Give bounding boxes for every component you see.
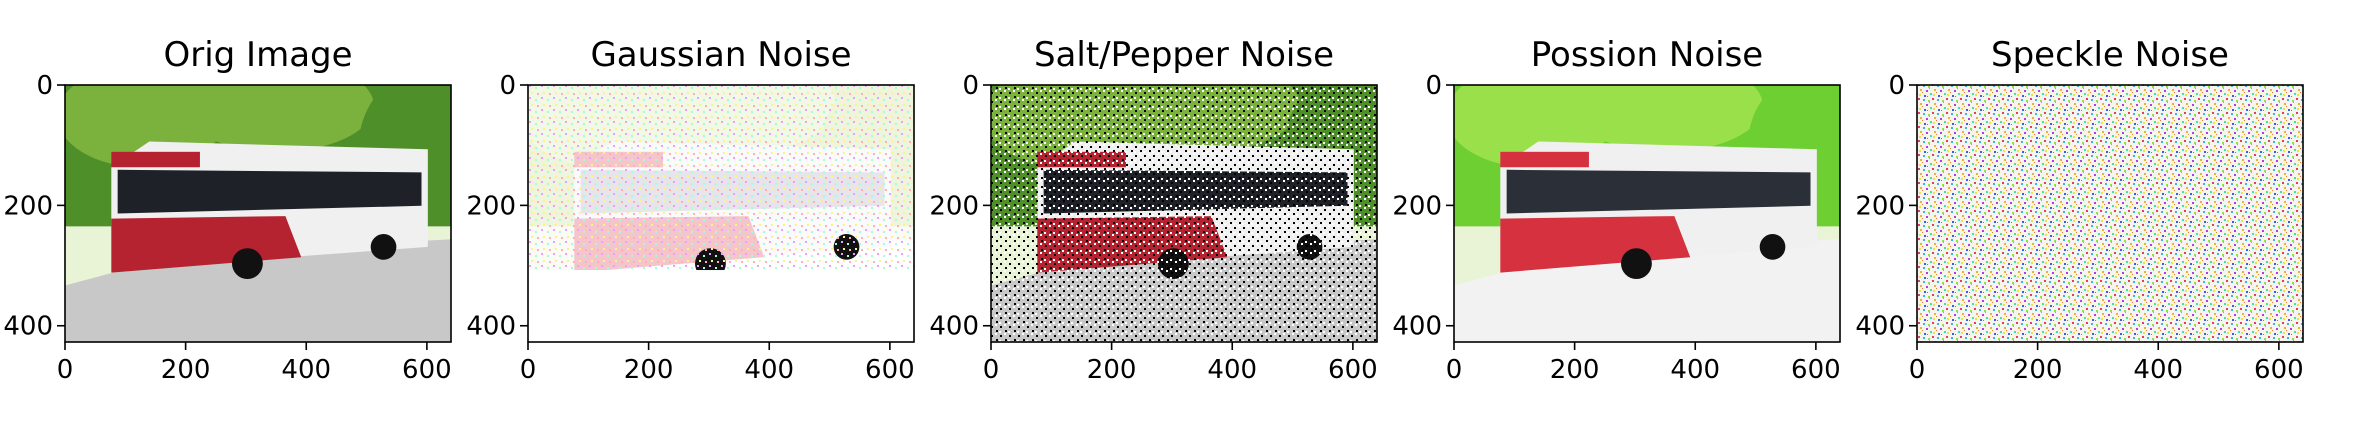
- y-tick-label: 200: [3, 191, 53, 221]
- axes-frame: [990, 84, 1378, 343]
- panel-image: [65, 85, 451, 342]
- axes-frame: [1453, 84, 1841, 343]
- x-tick-label: 400: [1207, 355, 1257, 385]
- y-tick-label: 0: [36, 71, 53, 101]
- y-tick-label: 0: [1425, 71, 1442, 101]
- y-tick-label: 200: [929, 191, 979, 221]
- y-tick-label: 0: [962, 71, 979, 101]
- panel-image: [1454, 85, 1840, 342]
- panel-title: Salt/Pepper Noise: [1034, 35, 1334, 75]
- y-tick-label: 400: [929, 312, 979, 342]
- x-tick-label: 400: [2133, 355, 2183, 385]
- x-tick-label: 600: [865, 355, 915, 385]
- panel-original: Orig Image 0 200 400 600 0 200 400: [3, 35, 452, 385]
- axes-frame: [527, 84, 915, 343]
- y-tick-label: 0: [499, 71, 516, 101]
- y-tick-label: 400: [3, 312, 53, 342]
- x-tick-label: 600: [402, 355, 452, 385]
- x-tick-label: 200: [624, 355, 674, 385]
- axes-frame: [64, 84, 452, 343]
- x-tick-label: 0: [1909, 355, 1926, 385]
- panel-speckle-noise: Speckle Noise 0 200 400 600 0 200 400: [1855, 35, 2304, 385]
- y-tick-label: 400: [1392, 312, 1442, 342]
- x-tick-label: 400: [744, 355, 794, 385]
- panel-poisson-noise: Possion Noise 0 200 400 600 0 200 400: [1392, 35, 1841, 385]
- x-tick-label: 200: [2013, 355, 2063, 385]
- x-tick-label: 400: [1670, 355, 1720, 385]
- panel-image: [528, 85, 914, 342]
- y-tick-label: 400: [1855, 312, 1905, 342]
- x-tick-label: 0: [520, 355, 537, 385]
- x-tick-label: 0: [1446, 355, 1463, 385]
- noise-field: [1917, 85, 2303, 342]
- x-tick-label: 0: [57, 355, 74, 385]
- panel-image: [1917, 85, 2303, 342]
- x-tick-label: 200: [1087, 355, 1137, 385]
- axes-frame: [1916, 84, 2304, 343]
- x-tick-label: 200: [1550, 355, 1600, 385]
- y-tick-label: 200: [1392, 191, 1442, 221]
- x-tick-label: 600: [1328, 355, 1378, 385]
- x-tick-label: 600: [1791, 355, 1841, 385]
- panel-title: Possion Noise: [1531, 35, 1763, 75]
- x-tick-label: 400: [281, 355, 331, 385]
- y-tick-label: 200: [466, 191, 516, 221]
- bus-photo: [65, 85, 451, 342]
- bus-photo: [1454, 85, 1840, 342]
- noise-overlay: [991, 85, 1377, 342]
- y-tick-label: 200: [1855, 191, 1905, 221]
- y-tick-label: 0: [1888, 71, 1905, 101]
- panel-salt-pepper-noise: Salt/Pepper Noise 0 200 400 600 0 200 400: [929, 35, 1378, 385]
- panel-title: Orig Image: [163, 35, 352, 75]
- panel-gaussian-noise: Gaussian Noise 0 200 400 600 0 200 400: [466, 35, 915, 385]
- panel-image: [991, 85, 1377, 342]
- panel-title: Gaussian Noise: [590, 35, 851, 75]
- panel-title: Speckle Noise: [1991, 35, 2229, 75]
- y-tick-label: 400: [466, 312, 516, 342]
- x-tick-label: 0: [983, 355, 1000, 385]
- x-tick-label: 600: [2254, 355, 2304, 385]
- x-tick-label: 200: [161, 355, 211, 385]
